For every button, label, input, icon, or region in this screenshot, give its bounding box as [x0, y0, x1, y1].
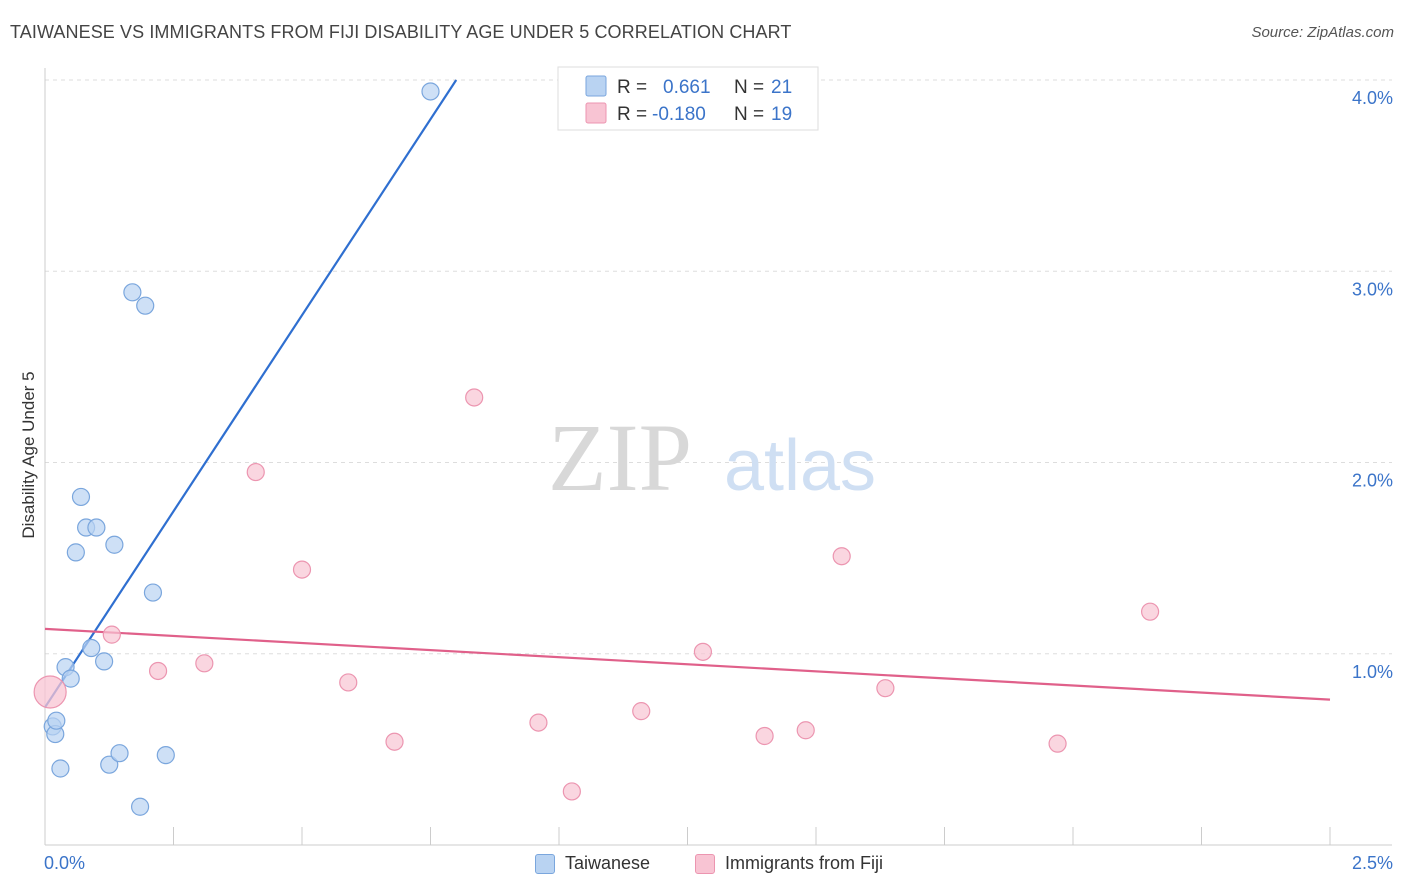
point-taiwanese	[95, 652, 114, 671]
point-fiji	[832, 547, 851, 566]
point-taiwanese	[130, 797, 150, 816]
point-taiwanese	[51, 759, 70, 778]
trendline-taiwanese	[44, 79, 458, 708]
point-fiji	[385, 732, 404, 751]
legend-label-fiji: Immigrants from Fiji	[725, 853, 884, 873]
point-taiwanese	[143, 583, 163, 602]
point-fiji	[465, 388, 484, 407]
legend-n-label: N =	[734, 104, 764, 125]
point-fiji	[148, 661, 168, 681]
legend-r-label: R =	[617, 77, 647, 98]
point-fiji	[1140, 602, 1160, 621]
legend-n-value: 21	[771, 77, 792, 98]
point-taiwanese	[87, 518, 106, 537]
y-tick-label: 1.0%	[1352, 662, 1393, 682]
legend-label-taiwanese: Taiwanese	[565, 853, 651, 873]
legend-swatch-taiwanese	[585, 75, 607, 97]
point-taiwanese	[156, 746, 175, 765]
legend-n-label: N =	[734, 77, 764, 98]
y-tick-label: 4.0%	[1352, 88, 1393, 108]
point-taiwanese	[61, 669, 80, 688]
point-taiwanese	[71, 487, 91, 507]
legend-item-fiji: Immigrants from Fiji	[695, 853, 883, 874]
point-fiji	[755, 726, 774, 746]
point-fiji	[1048, 734, 1067, 753]
gridlines	[45, 79, 1392, 655]
legend-top: R = 0.661 N = 21 R = -0.180 N = 19	[557, 66, 819, 131]
legend-r-value: 0.661	[663, 77, 711, 98]
x-tick-label: 2.5%	[1352, 853, 1393, 873]
point-fiji	[562, 782, 581, 801]
point-taiwanese	[110, 744, 129, 763]
legend-item-taiwanese: Taiwanese	[535, 853, 650, 874]
tick-labels: 1.0% 2.0% 3.0% 4.0% 0.0% 2.5%	[44, 88, 1393, 873]
watermark: ZIP atlas	[548, 404, 876, 511]
axes	[44, 68, 1392, 846]
point-taiwanese	[82, 638, 101, 658]
data-points	[33, 82, 1160, 816]
point-fiji	[33, 675, 67, 709]
y-axis-label: Disability Age Under 5	[19, 371, 38, 538]
point-fiji	[195, 654, 214, 673]
point-fiji	[246, 462, 265, 482]
point-fiji	[632, 702, 651, 721]
legend-bottom: Taiwanese Immigrants from Fiji	[0, 850, 1406, 880]
watermark-atlas: atlas	[724, 426, 876, 506]
legend-r-label: R =	[617, 104, 647, 125]
y-tick-label: 3.0%	[1352, 279, 1393, 299]
y-tick-label: 2.0%	[1352, 471, 1393, 491]
chart-title: TAIWANESE VS IMMIGRANTS FROM FIJI DISABI…	[10, 22, 792, 42]
source-label: Source: ZipAtlas.com	[1251, 24, 1394, 41]
point-taiwanese	[136, 296, 155, 315]
point-fiji	[693, 642, 713, 661]
legend-swatch-fiji	[695, 853, 715, 874]
trendline-fiji	[44, 627, 1331, 701]
watermark-zip: ZIP	[548, 404, 692, 511]
point-taiwanese	[105, 535, 124, 554]
point-fiji	[292, 560, 312, 579]
legend-n-value: 19	[771, 104, 792, 125]
legend-swatch-taiwanese	[535, 853, 555, 874]
x-tick-label: 0.0%	[44, 853, 85, 873]
point-taiwanese	[66, 543, 85, 562]
trendlines	[44, 79, 1331, 708]
point-taiwanese	[421, 82, 440, 101]
point-fiji	[529, 713, 548, 732]
point-taiwanese	[123, 283, 142, 302]
legend-swatch-fiji	[585, 102, 607, 124]
point-taiwanese	[100, 755, 119, 774]
point-fiji	[339, 673, 358, 692]
point-fiji	[102, 625, 121, 644]
legend-r-value: -0.180	[652, 104, 706, 125]
point-fiji	[876, 679, 895, 698]
point-fiji	[796, 721, 815, 740]
point-taiwanese	[47, 711, 66, 730]
